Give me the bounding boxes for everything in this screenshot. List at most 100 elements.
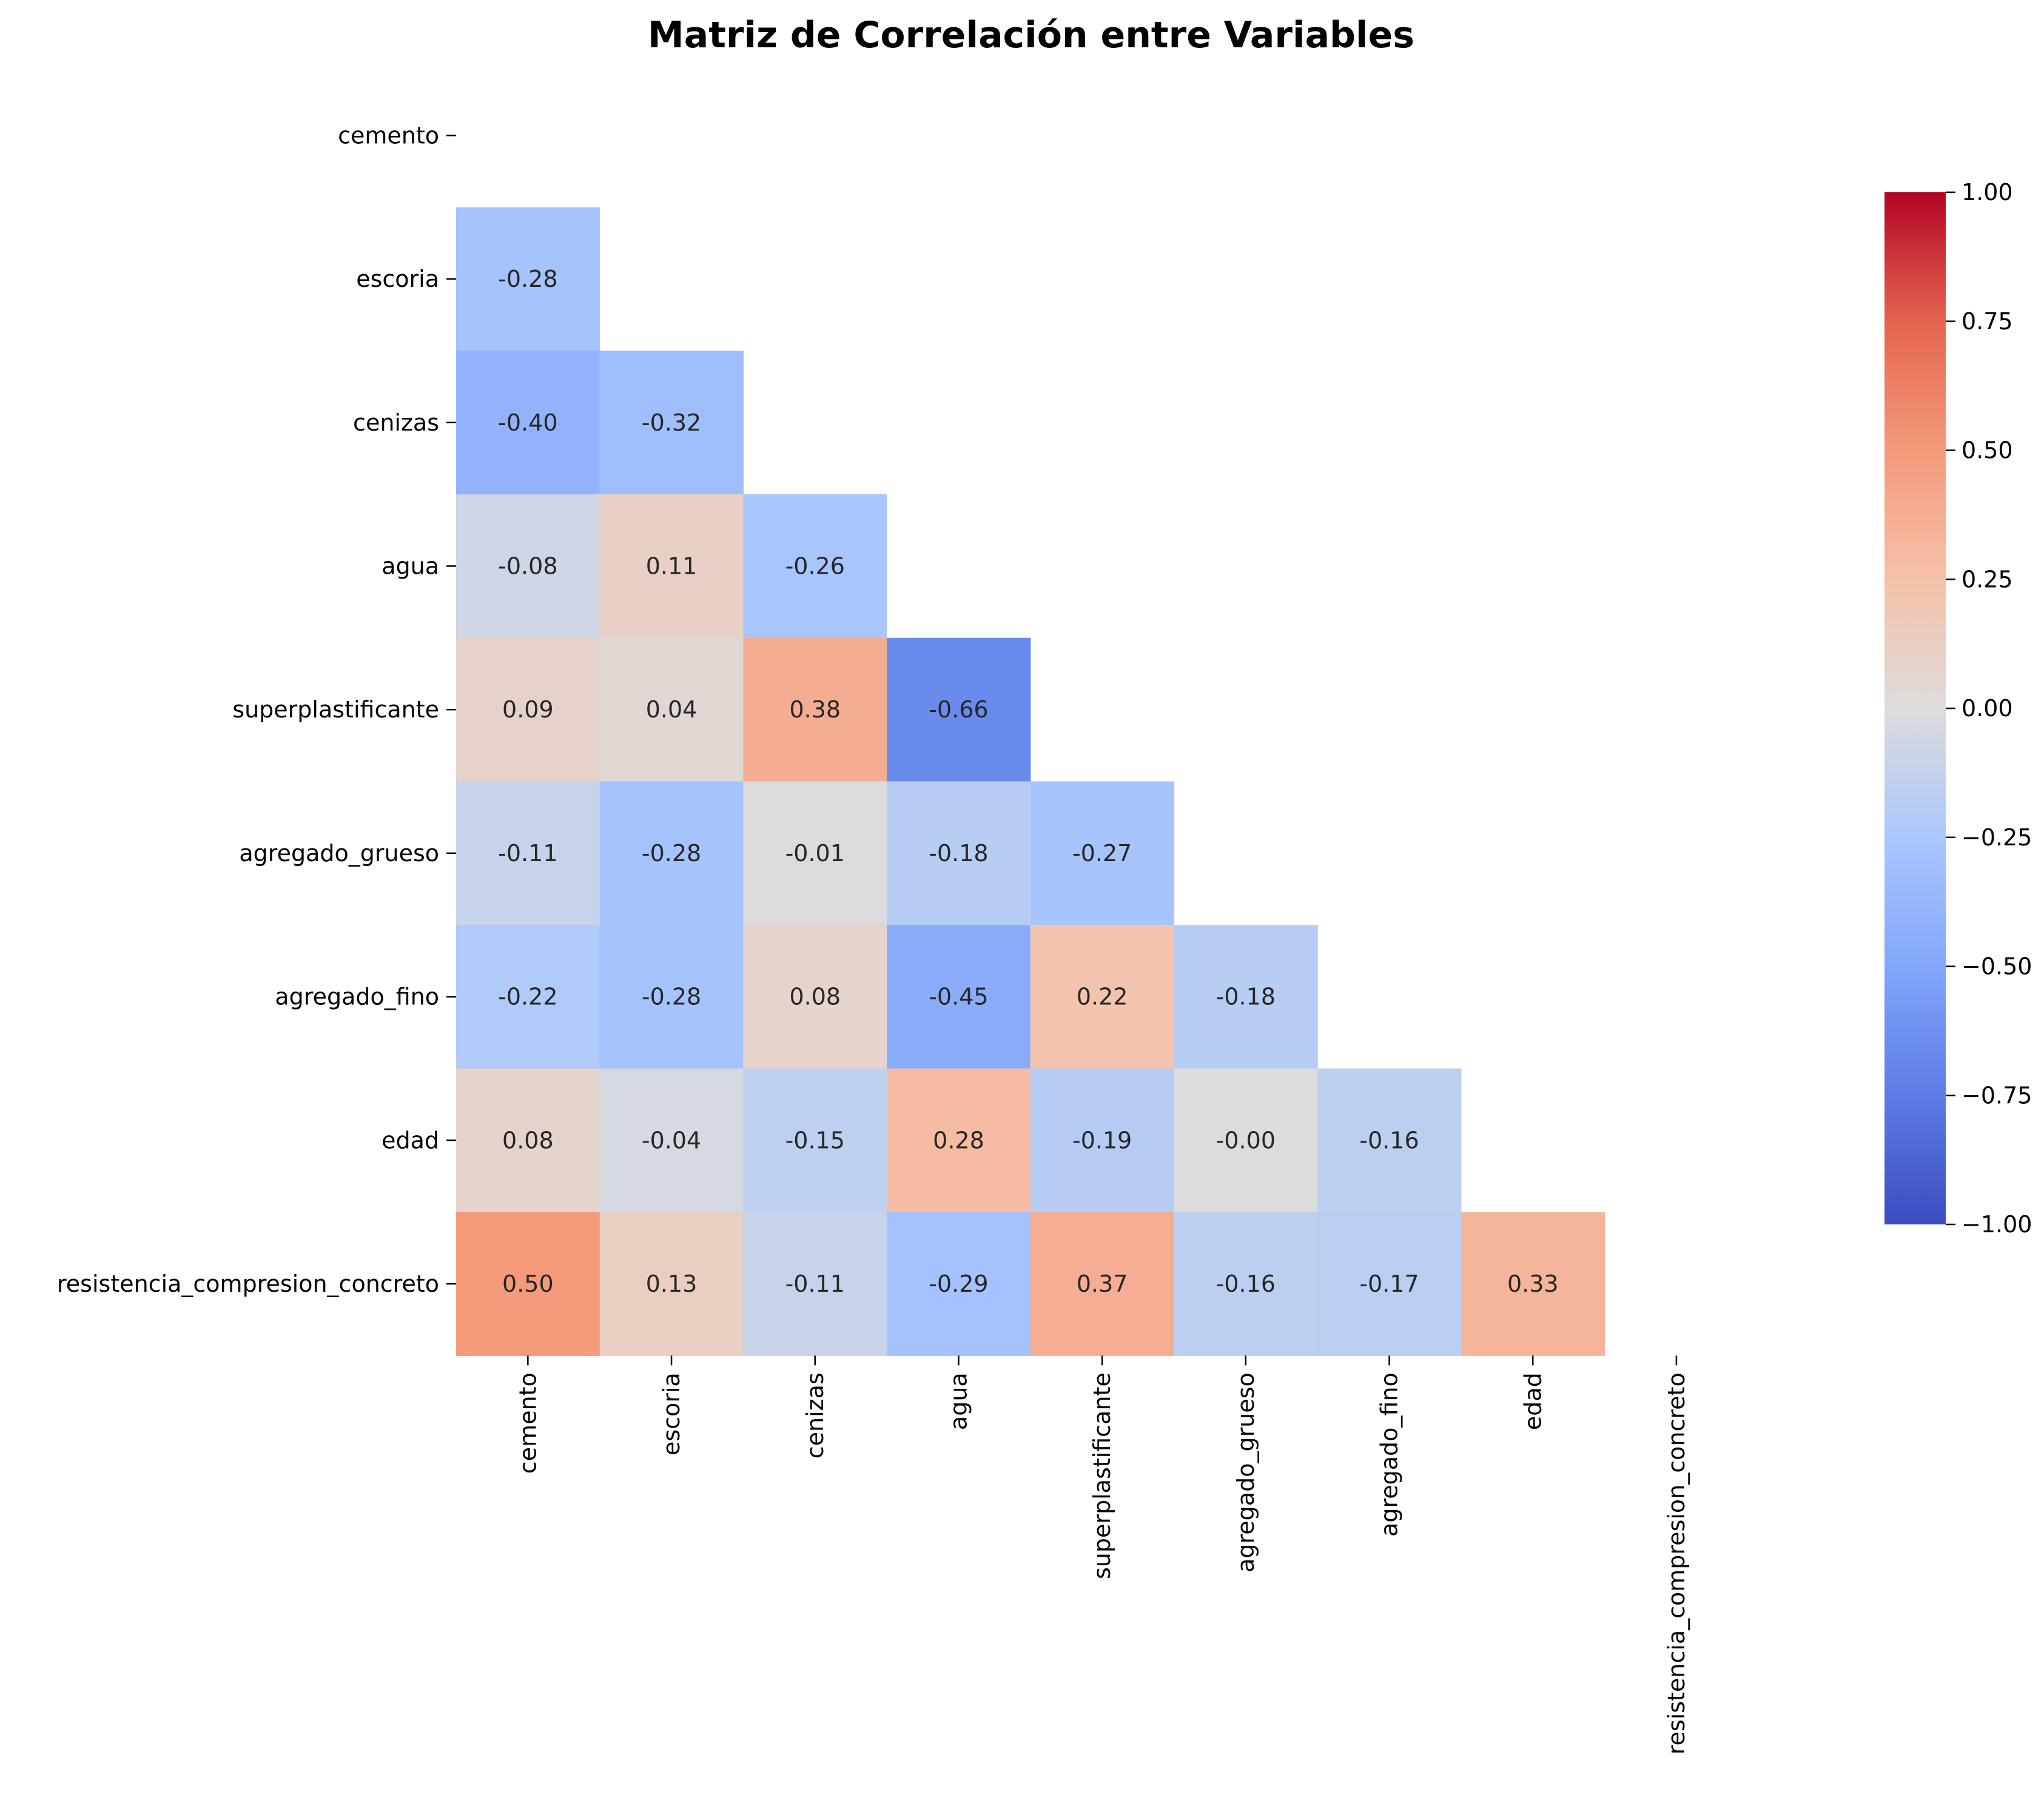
- x-tick-label: agua: [945, 1372, 972, 1430]
- x-axis-tick-labels: cemento escoria cenizas agua superplastifica…: [514, 1355, 1690, 1754]
- cell-value-label: 0.37: [1077, 1271, 1128, 1297]
- heatmap-cell: [1030, 1212, 1175, 1356]
- heatmap-cell: [743, 494, 887, 639]
- heatmap-cell: [1174, 925, 1318, 1069]
- heatmap-cell: [743, 637, 887, 782]
- x-tick-label: cemento: [514, 1372, 541, 1474]
- y-tick-label: escoria: [356, 266, 439, 292]
- cell-value-label: -0.28: [642, 984, 701, 1010]
- heatmap-cell: [887, 1212, 1031, 1356]
- heatmap-cell: [743, 1068, 887, 1213]
- cell-value-label: -0.45: [929, 984, 988, 1010]
- cell-value-label: -0.22: [498, 984, 557, 1010]
- colorbar-gradient: [1884, 192, 1946, 1224]
- cell-value-label: -0.16: [1216, 1271, 1276, 1297]
- cell-value-label: 0.11: [646, 552, 698, 579]
- cell-value-label: -0.08: [498, 552, 557, 579]
- cell-value-label: 0.28: [933, 1127, 984, 1153]
- heatmap-cell: [599, 637, 744, 782]
- heatmap-cell: [1317, 1212, 1462, 1356]
- cell-value-label: -0.11: [785, 1271, 845, 1297]
- heatmap-cell: [1030, 781, 1175, 925]
- x-tick-label: superplastificante: [1089, 1372, 1115, 1579]
- cell-value-label: -0.16: [1359, 1127, 1419, 1153]
- cell-value-label: -0.01: [785, 840, 845, 867]
- heatmap-cell: [456, 351, 600, 495]
- heatmap-cell: [456, 1068, 600, 1213]
- heatmap-cell: [599, 925, 744, 1069]
- cell-value-label: -0.04: [642, 1127, 701, 1153]
- colorbar-tick-label: 0.50: [1962, 437, 2013, 464]
- x-tick-label: agregado_grueso: [1232, 1372, 1259, 1573]
- heatmap-cell: [1317, 1068, 1462, 1213]
- heatmap-cell: [456, 637, 600, 782]
- x-tick-label: escoria: [658, 1372, 685, 1455]
- cell-value-label: -0.29: [929, 1271, 988, 1297]
- heatmap-cell: [1174, 1212, 1318, 1356]
- y-tick-label: cemento: [338, 122, 439, 149]
- cell-value-label: 0.13: [646, 1271, 698, 1297]
- y-tick-label: agregado_grueso: [239, 840, 439, 867]
- y-tick-label: resistencia_compresion_concreto: [57, 1271, 439, 1297]
- cell-value-label: 0.22: [1077, 984, 1128, 1010]
- heatmap-cell: [887, 637, 1031, 782]
- heatmap-cell: [1030, 925, 1175, 1069]
- colorbar-tick-label: −0.75: [1962, 1082, 2032, 1109]
- y-tick-label: agregado_fino: [275, 984, 439, 1010]
- heatmap-cell: [456, 925, 600, 1069]
- heatmap-cell: [456, 1212, 600, 1356]
- y-tick-label: cenizas: [353, 409, 439, 436]
- cell-value-label: -0.19: [1072, 1127, 1132, 1153]
- heatmap-cell: [599, 1068, 744, 1213]
- heatmap-cell: [599, 781, 744, 925]
- cell-value-label: -0.66: [929, 696, 988, 723]
- y-axis-tick-labels: cemento escoria cenizas agua superplastifica…: [57, 122, 456, 1297]
- x-tick-label: agregado_fino: [1376, 1372, 1403, 1537]
- cell-value-label: -0.11: [498, 840, 557, 867]
- cell-value-label: -0.18: [1216, 984, 1276, 1010]
- heatmap-cell: [1030, 1068, 1175, 1213]
- cell-value-label: -0.28: [642, 840, 701, 867]
- cell-value-label: -0.26: [785, 552, 845, 579]
- heatmap-cells: -0.28 -0.40 -0.32 -0.08 0.11 -0.26 0.09 0.04 0.3…: [456, 207, 1605, 1356]
- cell-value-label: 0.08: [502, 1127, 554, 1153]
- colorbar-tick-label: 0.00: [1962, 695, 2013, 722]
- cell-value-label: 0.09: [502, 696, 554, 723]
- cell-value-label: -0.17: [1359, 1271, 1419, 1297]
- cell-value-label: -0.40: [498, 409, 557, 436]
- colorbar-tick-label: 1.00: [1962, 179, 2013, 206]
- cell-value-label: -0.32: [642, 409, 701, 436]
- colorbar-tick-label: −0.25: [1962, 824, 2032, 851]
- y-tick-label: edad: [382, 1127, 439, 1153]
- y-tick-label: superplastificante: [232, 696, 439, 723]
- cell-value-label: 0.33: [1507, 1271, 1559, 1297]
- cell-value-label: 0.38: [789, 696, 841, 723]
- colorbar-tick-label: −0.50: [1962, 953, 2032, 980]
- heatmap-cell: [456, 494, 600, 639]
- heatmap-cell: [887, 781, 1031, 925]
- x-tick-label: edad: [1519, 1372, 1546, 1430]
- heatmap-cell: [456, 781, 600, 925]
- cell-value-label: -0.15: [785, 1127, 845, 1153]
- cell-value-label: -0.27: [1072, 840, 1132, 867]
- heatmap-cell: [1174, 1068, 1318, 1213]
- colorbar-tick-label: 0.25: [1962, 566, 2013, 592]
- heatmap-cell: [743, 925, 887, 1069]
- heatmap-cell: [599, 351, 744, 495]
- colorbar-tick-label: −1.00: [1962, 1211, 2032, 1238]
- heatmap-cell: [1461, 1212, 1605, 1356]
- cell-value-label: -0.00: [1216, 1127, 1276, 1153]
- y-tick-label: agua: [382, 552, 439, 579]
- heatmap-cell: [599, 1212, 744, 1356]
- cell-value-label: -0.28: [498, 266, 557, 292]
- heatmap-cell: [743, 1212, 887, 1356]
- heatmap-cell: [456, 207, 600, 351]
- cell-value-label: -0.18: [929, 840, 988, 867]
- heatmap-cell: [887, 1068, 1031, 1213]
- heatmap-cell: [887, 925, 1031, 1069]
- chart-title: Matriz de Correlación entre Variables: [648, 14, 1414, 56]
- x-tick-label: resistencia_compresion_concreto: [1663, 1372, 1690, 1754]
- colorbar: 1.00 0.75 0.50 0.25 0.00 −0.25 −0.50 −0.75 −1.00: [1884, 179, 2032, 1238]
